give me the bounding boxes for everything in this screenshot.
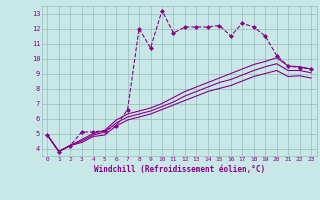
X-axis label: Windchill (Refroidissement éolien,°C): Windchill (Refroidissement éolien,°C) [94,165,265,174]
